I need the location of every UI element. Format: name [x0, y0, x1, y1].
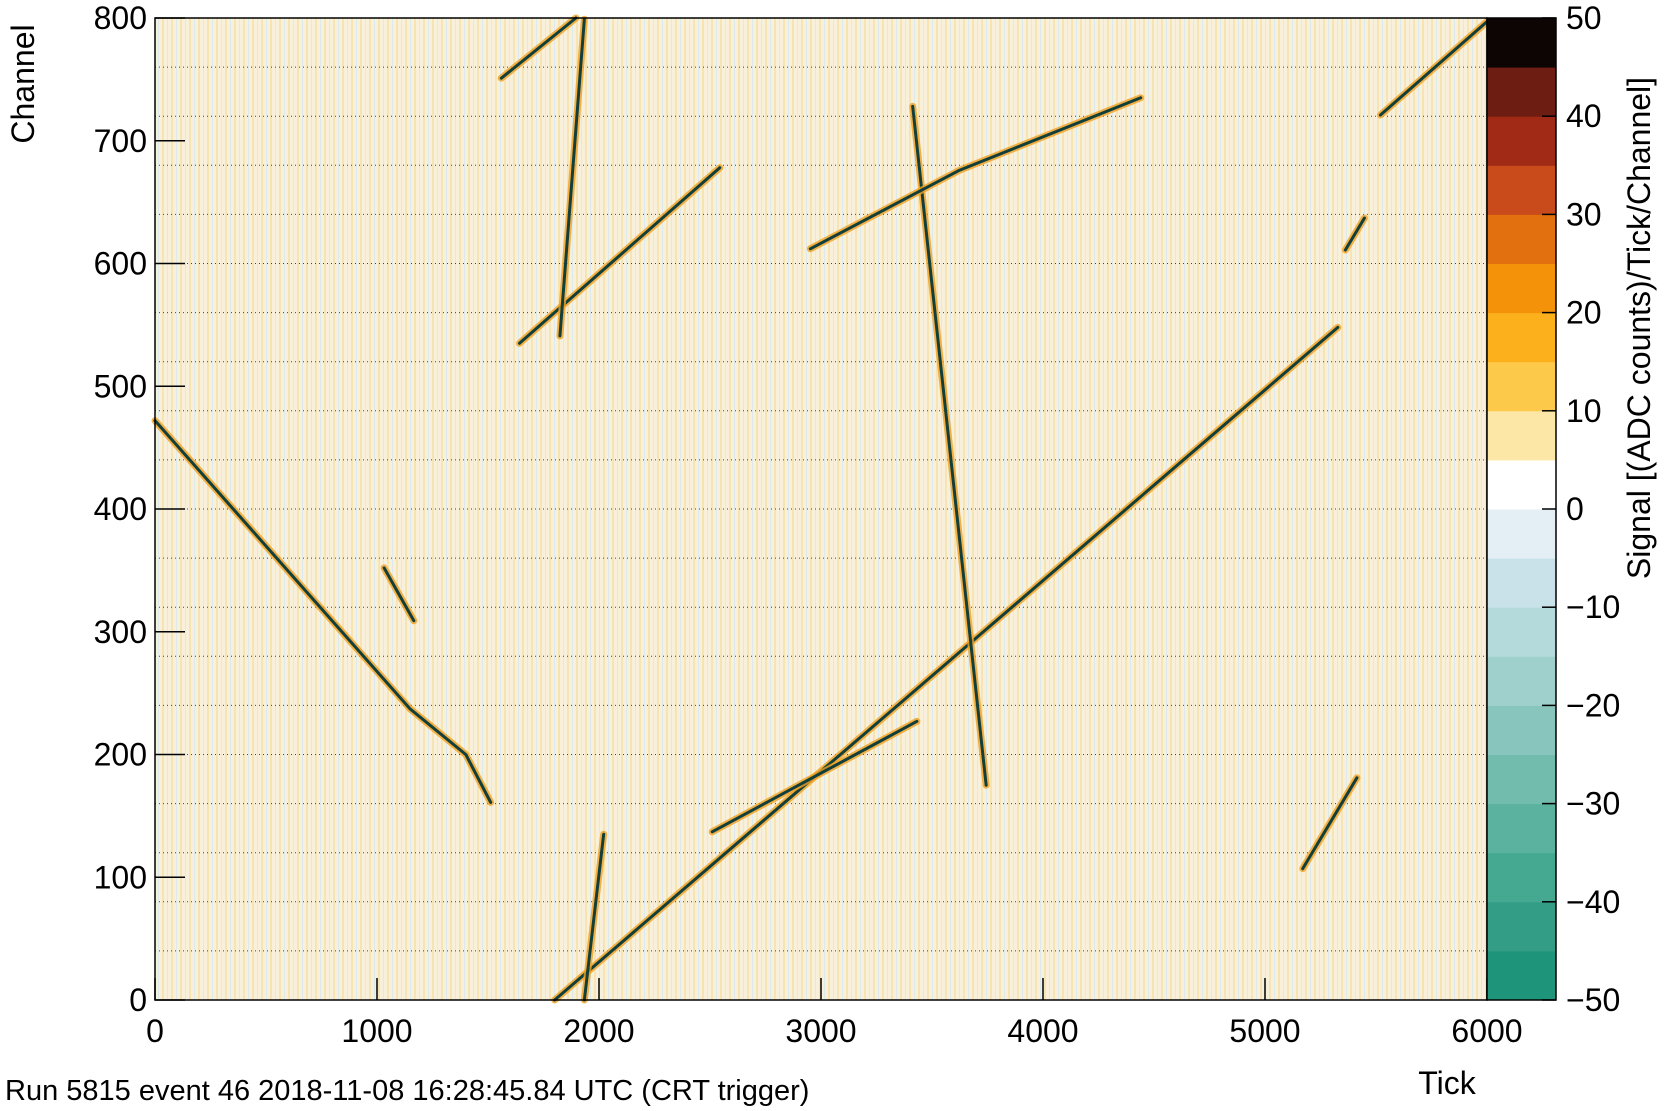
colorbar-band	[1487, 165, 1556, 215]
colorbar-tick-label: −50	[1566, 982, 1620, 1018]
y-tick-label: 500	[94, 368, 147, 404]
colorbar-band	[1487, 263, 1556, 314]
footer: Run 5815 event 46 2018-11-08 16:28:45.84…	[5, 1075, 809, 1106]
y-tick-label: 200	[94, 737, 147, 773]
y-tick-label: 700	[94, 123, 147, 159]
track	[808, 96, 1143, 251]
colorbar-tick-label: −30	[1566, 786, 1620, 822]
x-tick-label: 0	[146, 1013, 164, 1049]
track	[518, 166, 722, 345]
x-tick-label: 2000	[563, 1013, 634, 1049]
colorbar-tick-label: 50	[1566, 0, 1602, 36]
x-tick-label: 6000	[1451, 1013, 1522, 1049]
colorbar-band	[1487, 459, 1556, 510]
track	[1378, 20, 1489, 117]
track	[153, 419, 493, 804]
y-tick-label: 800	[94, 0, 147, 36]
colorbar-band	[1487, 901, 1556, 952]
track	[558, 17, 586, 338]
colorbar-band	[1487, 656, 1556, 706]
colorbar-band	[1487, 312, 1556, 363]
track	[553, 325, 1340, 1002]
colorbar-band	[1487, 410, 1556, 461]
colorbar-band	[1487, 558, 1556, 608]
x-tick-label: 4000	[1007, 1013, 1078, 1049]
colorbar-label: Signal [(ADC counts)/Tick/Channel]	[1621, 77, 1657, 579]
colorbar-band	[1487, 803, 1556, 854]
track	[710, 719, 919, 834]
plot-background	[155, 18, 1487, 1000]
colorbar-tick-label: 20	[1566, 295, 1602, 331]
track	[582, 832, 606, 1002]
y-tick-label: 300	[94, 614, 147, 650]
colorbar-band	[1487, 950, 1556, 1001]
colorbar-band	[1487, 67, 1556, 117]
track	[499, 16, 578, 80]
colorbar-tick-label: 10	[1566, 393, 1602, 429]
colorbar-band	[1487, 852, 1556, 903]
track	[382, 566, 416, 623]
colorbar-tick-label: 30	[1566, 196, 1602, 232]
x-axis-label: Tick	[1418, 1065, 1476, 1101]
track	[1301, 776, 1359, 871]
colorbar-tick-label: −40	[1566, 884, 1620, 920]
colorbar-band	[1487, 18, 1556, 68]
x-tick-label: 5000	[1229, 1013, 1300, 1049]
y-tick-label: 0	[129, 982, 147, 1018]
colorbar-band	[1487, 214, 1556, 264]
x-tick-label: 1000	[341, 1013, 412, 1049]
track	[911, 104, 988, 787]
y-tick-label: 400	[94, 491, 147, 527]
colorbar-band	[1487, 607, 1556, 657]
colorbar-band	[1487, 361, 1556, 412]
colorbar-band	[1487, 754, 1556, 805]
colorbar-band	[1487, 116, 1556, 166]
colorbar-band	[1487, 509, 1556, 559]
y-tick-label: 100	[94, 859, 147, 895]
colorbar-tick-label: 0	[1566, 491, 1584, 527]
colorbar-tick-label: 40	[1566, 98, 1602, 134]
y-axis-label: Channel	[5, 24, 41, 143]
colorbar-band	[1487, 705, 1556, 755]
colorbar-tick-label: −20	[1566, 687, 1620, 723]
track	[1343, 216, 1366, 252]
colorbar-tick-label: −10	[1566, 589, 1620, 625]
x-tick-label: 3000	[785, 1013, 856, 1049]
y-tick-label: 600	[94, 246, 147, 282]
